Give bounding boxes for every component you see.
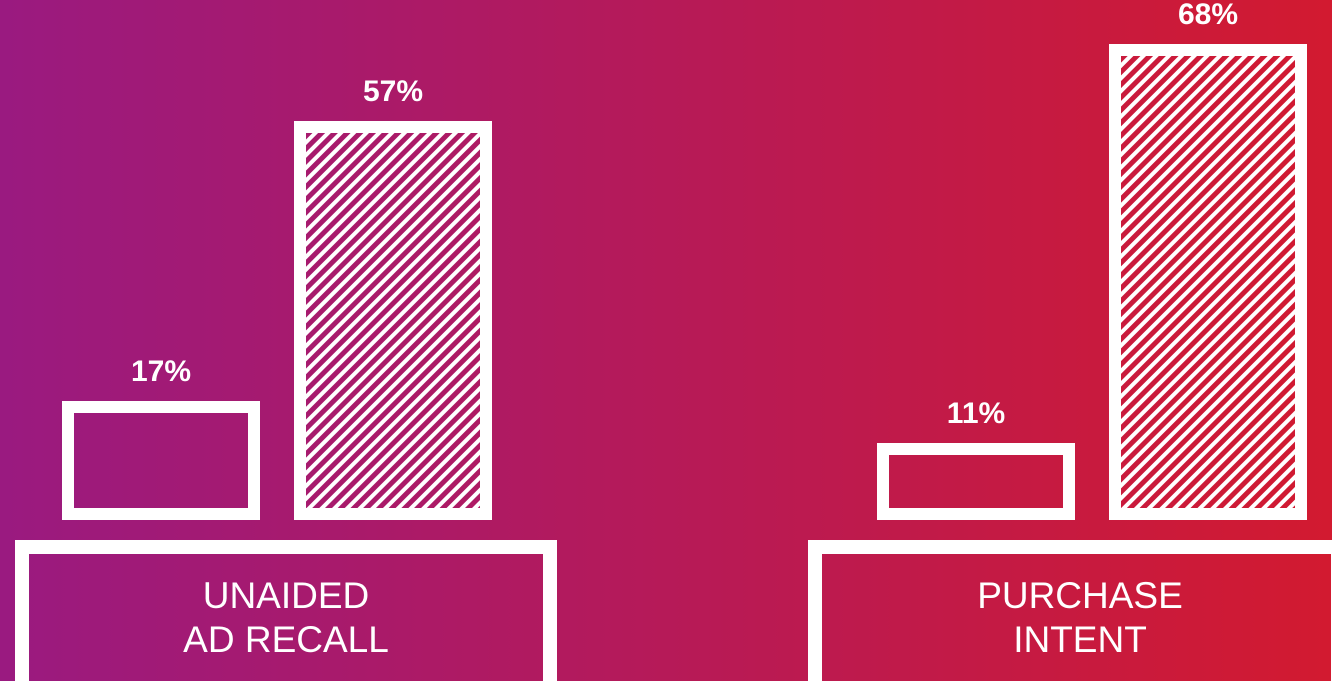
bar [62, 401, 260, 520]
value-label: 17% [131, 355, 191, 388]
bar [877, 443, 1075, 520]
value-label: 11% [947, 397, 1005, 430]
value-label: 57% [363, 75, 423, 108]
category-label: INTENT [1013, 619, 1147, 660]
category-label: UNAIDED [203, 575, 370, 616]
category-label: AD RECALL [183, 619, 389, 660]
value-label: 68% [1178, 0, 1238, 31]
bar [294, 121, 492, 520]
category-box [808, 540, 1332, 681]
bar [1109, 44, 1307, 520]
category-label: PURCHASE [977, 575, 1183, 616]
category-box [15, 540, 557, 681]
